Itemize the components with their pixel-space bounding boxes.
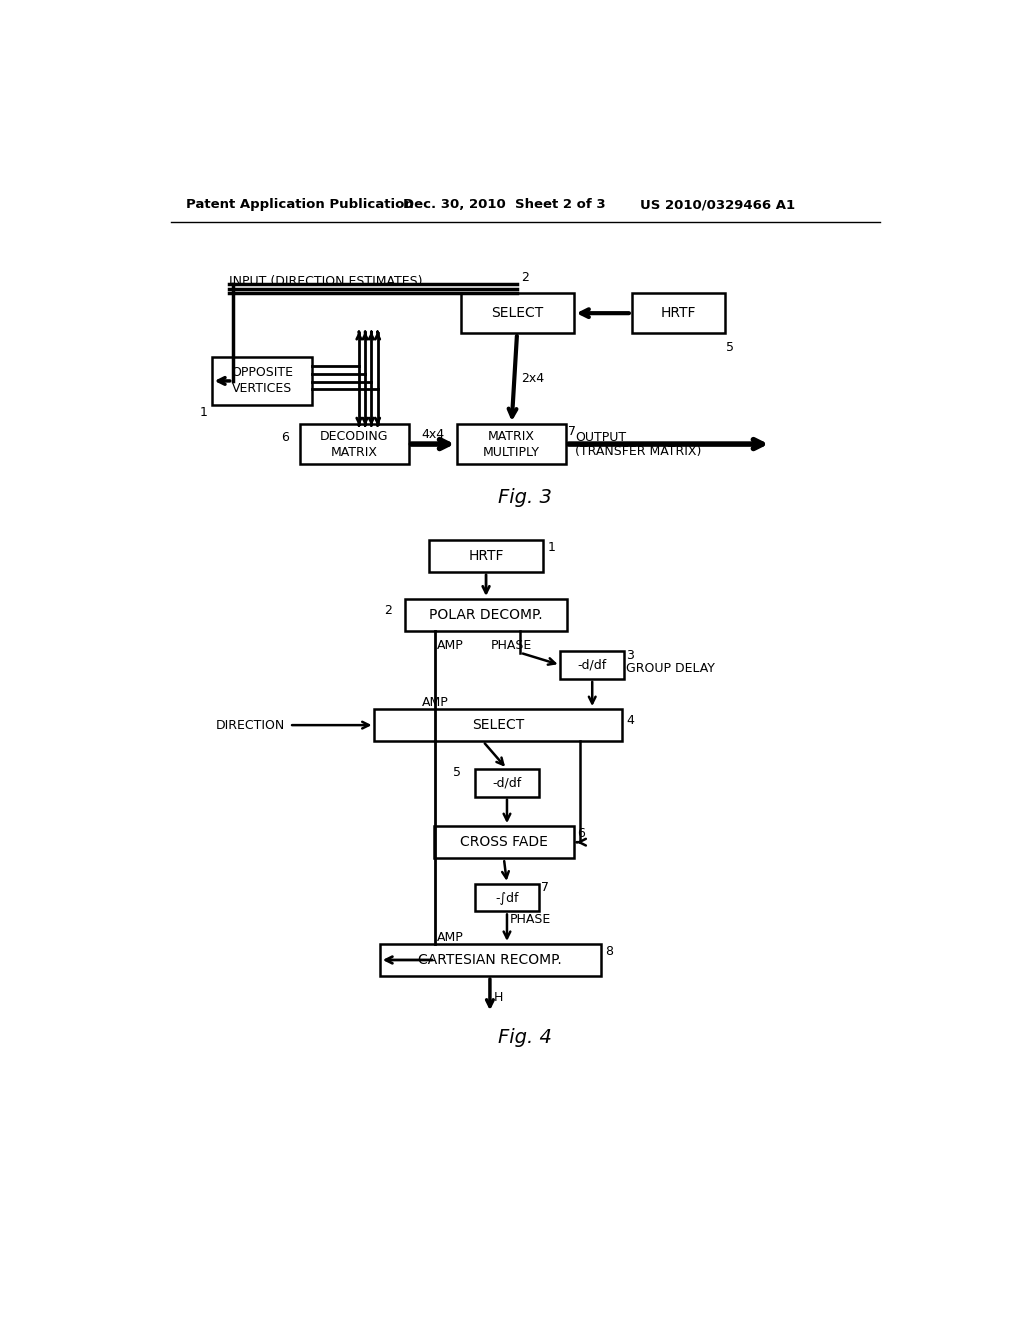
Text: AMP: AMP bbox=[422, 696, 449, 709]
Text: MATRIX
MULTIPLY: MATRIX MULTIPLY bbox=[483, 429, 540, 458]
Text: 2x4: 2x4 bbox=[521, 372, 544, 385]
Text: 2: 2 bbox=[521, 271, 528, 284]
Text: AMP: AMP bbox=[436, 931, 463, 944]
Text: POLAR DECOMP.: POLAR DECOMP. bbox=[429, 609, 543, 622]
Text: 1: 1 bbox=[547, 541, 555, 554]
Text: 5: 5 bbox=[454, 767, 462, 779]
Text: (TRANSFER MATRIX): (TRANSFER MATRIX) bbox=[575, 445, 701, 458]
Bar bbox=[300, 424, 409, 465]
Text: -d/df: -d/df bbox=[493, 776, 521, 789]
Text: GROUP DELAY: GROUP DELAY bbox=[627, 661, 715, 675]
Text: 7: 7 bbox=[568, 425, 577, 438]
Bar bbox=[375, 709, 623, 742]
Text: OPPOSITE
VERTICES: OPPOSITE VERTICES bbox=[231, 367, 293, 396]
Text: 2: 2 bbox=[384, 603, 391, 616]
Text: HRTF: HRTF bbox=[660, 306, 696, 321]
Text: -d/df: -d/df bbox=[578, 659, 607, 672]
Text: Fig. 4: Fig. 4 bbox=[498, 1028, 552, 1047]
Text: US 2010/0329466 A1: US 2010/0329466 A1 bbox=[640, 198, 795, 211]
Text: INPUT (DIRECTION ESTIMATES): INPUT (DIRECTION ESTIMATES) bbox=[228, 275, 422, 288]
Text: 4x4: 4x4 bbox=[421, 428, 444, 441]
Text: DECODING
MATRIX: DECODING MATRIX bbox=[321, 429, 388, 458]
Text: 6: 6 bbox=[578, 828, 586, 841]
Bar bbox=[560, 651, 624, 678]
Bar bbox=[380, 944, 601, 977]
Text: SELECT: SELECT bbox=[472, 718, 524, 733]
Text: -∫df: -∫df bbox=[496, 891, 519, 904]
Text: Fig. 3: Fig. 3 bbox=[498, 487, 552, 507]
Text: Dec. 30, 2010  Sheet 2 of 3: Dec. 30, 2010 Sheet 2 of 3 bbox=[403, 198, 606, 211]
Text: PHASE: PHASE bbox=[490, 639, 531, 652]
Text: 5: 5 bbox=[726, 341, 734, 354]
Text: AMP: AMP bbox=[436, 639, 463, 652]
Bar bbox=[429, 540, 544, 572]
Bar bbox=[461, 293, 573, 333]
Text: SELECT: SELECT bbox=[492, 306, 544, 321]
Text: 4: 4 bbox=[627, 714, 634, 727]
Bar bbox=[212, 358, 312, 405]
Bar bbox=[632, 293, 725, 333]
Bar bbox=[458, 424, 566, 465]
Bar bbox=[406, 599, 566, 631]
Text: 3: 3 bbox=[627, 648, 634, 661]
Text: 8: 8 bbox=[604, 945, 612, 958]
Text: HRTF: HRTF bbox=[468, 549, 504, 562]
Text: DIRECTION: DIRECTION bbox=[216, 718, 286, 731]
Text: PHASE: PHASE bbox=[509, 912, 551, 925]
Text: 7: 7 bbox=[541, 880, 549, 894]
Text: Patent Application Publication: Patent Application Publication bbox=[186, 198, 414, 211]
Text: H: H bbox=[494, 991, 503, 1005]
Bar bbox=[434, 826, 573, 858]
Text: CARTESIAN RECOMP.: CARTESIAN RECOMP. bbox=[419, 953, 562, 968]
Bar bbox=[475, 770, 539, 797]
Text: OUTPUT: OUTPUT bbox=[575, 432, 627, 445]
Text: 6: 6 bbox=[281, 432, 289, 445]
Text: 1: 1 bbox=[200, 407, 208, 418]
Text: CROSS FADE: CROSS FADE bbox=[460, 836, 548, 849]
Bar bbox=[475, 884, 539, 911]
